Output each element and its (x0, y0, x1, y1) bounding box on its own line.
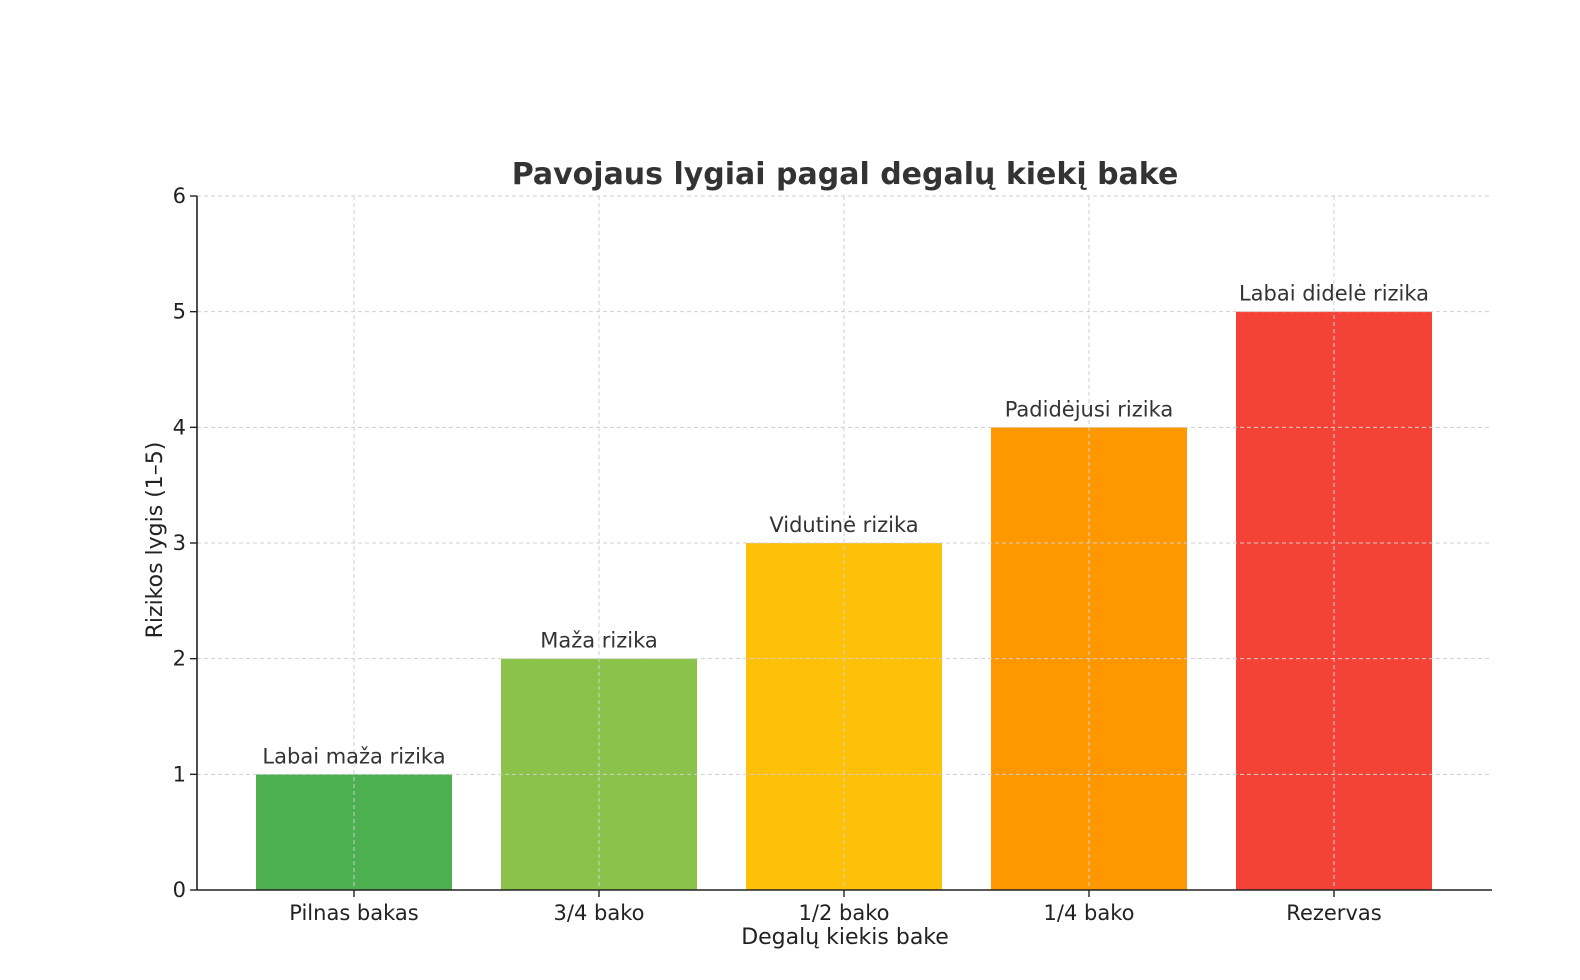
x-axis-label: Degalų kiekis bake (741, 925, 949, 950)
bar-label-1: Maža rizika (540, 629, 658, 653)
x-tick-label-1: 3/4 bako (554, 901, 645, 925)
bar-label-3: Padidėjusi rizika (1005, 397, 1174, 421)
bar-label-4: Labai didelė rizika (1239, 282, 1429, 306)
bar-label-0: Labai maža rizika (262, 744, 445, 768)
y-tick-label-1: 1 (173, 762, 186, 786)
y-axis-label: Rizikos lygis (1–5) (143, 442, 168, 639)
labels: 0 1 2 3 4 5 6 Pilnas bakas 3/4 bako 1/2 bako 1/4 b… (173, 184, 1429, 925)
x-tick-label-0: Pilnas bakas (289, 901, 418, 925)
bars (256, 311, 1432, 891)
y-tick-label-4: 4 (173, 415, 186, 439)
y-tick-label-0: 0 (173, 878, 186, 902)
y-tick-label-5: 5 (173, 300, 186, 324)
x-tick-label-3: 1/4 bako (1044, 901, 1135, 925)
chart-title: Pavojaus lygiai pagal degalų kiekį bake (512, 157, 1179, 192)
axes (190, 195, 1492, 897)
bar-4 (1236, 311, 1432, 891)
y-tick-label-3: 3 (173, 531, 186, 555)
y-tick-label-6: 6 (173, 184, 186, 208)
y-tick-label-2: 2 (173, 647, 186, 671)
x-tick-label-2: 1/2 bako (799, 901, 890, 925)
x-tick-label-4: Rezervas (1286, 901, 1381, 925)
bar-label-2: Vidutinė rizika (769, 513, 918, 537)
